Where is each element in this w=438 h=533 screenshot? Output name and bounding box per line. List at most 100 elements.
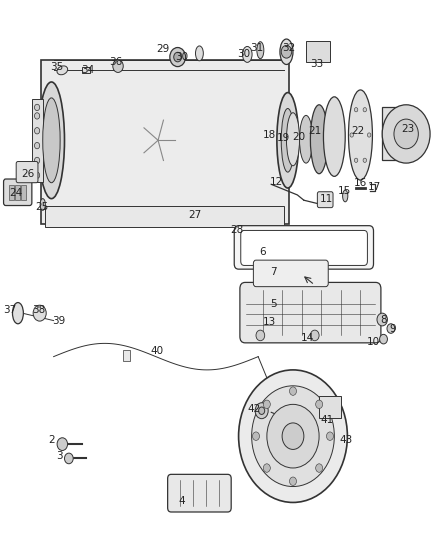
- Ellipse shape: [39, 82, 64, 199]
- Bar: [382, 108, 408, 160]
- Text: 15: 15: [338, 185, 351, 196]
- Text: 26: 26: [22, 169, 35, 179]
- Circle shape: [33, 305, 46, 321]
- Text: 23: 23: [402, 124, 415, 134]
- Bar: [45, 206, 284, 227]
- Bar: [15, 185, 20, 200]
- Circle shape: [252, 386, 334, 487]
- Text: 12: 12: [270, 176, 283, 187]
- Bar: [21, 185, 26, 200]
- Circle shape: [263, 400, 270, 408]
- Circle shape: [35, 142, 40, 149]
- Text: 10: 10: [367, 337, 380, 347]
- Ellipse shape: [257, 42, 264, 59]
- Text: 29: 29: [156, 44, 169, 54]
- Text: 20: 20: [292, 132, 305, 142]
- Text: 37: 37: [4, 305, 17, 315]
- Circle shape: [394, 119, 418, 149]
- Circle shape: [35, 172, 40, 179]
- Circle shape: [367, 133, 371, 137]
- Circle shape: [263, 464, 270, 472]
- Ellipse shape: [311, 105, 328, 174]
- Circle shape: [382, 105, 430, 163]
- Ellipse shape: [13, 303, 23, 324]
- Text: 13: 13: [263, 317, 276, 327]
- Circle shape: [170, 47, 185, 67]
- Ellipse shape: [57, 66, 67, 75]
- Bar: [306, 41, 330, 62]
- FancyBboxPatch shape: [240, 282, 381, 343]
- Text: 9: 9: [390, 324, 396, 334]
- Bar: [41, 60, 289, 224]
- Ellipse shape: [300, 115, 313, 163]
- Ellipse shape: [286, 113, 300, 166]
- FancyBboxPatch shape: [253, 260, 328, 287]
- Circle shape: [316, 400, 323, 408]
- Ellipse shape: [195, 46, 203, 61]
- Bar: [9, 185, 14, 200]
- FancyBboxPatch shape: [4, 179, 32, 206]
- Circle shape: [363, 158, 367, 163]
- Circle shape: [35, 157, 40, 164]
- Circle shape: [253, 432, 259, 440]
- Circle shape: [258, 407, 265, 415]
- Text: 22: 22: [352, 126, 365, 136]
- Text: 14: 14: [301, 333, 314, 343]
- Text: 35: 35: [50, 62, 64, 71]
- Circle shape: [174, 52, 182, 62]
- Circle shape: [354, 108, 358, 112]
- Text: 43: 43: [340, 435, 353, 446]
- Bar: [32, 100, 43, 182]
- Ellipse shape: [323, 97, 345, 176]
- Text: 39: 39: [53, 316, 66, 326]
- Circle shape: [256, 330, 265, 341]
- Ellipse shape: [43, 98, 60, 183]
- Bar: [82, 67, 90, 73]
- Circle shape: [387, 324, 395, 333]
- Circle shape: [354, 158, 358, 163]
- Circle shape: [377, 313, 388, 326]
- Text: 41: 41: [320, 415, 334, 425]
- Text: 42: 42: [247, 403, 261, 414]
- FancyBboxPatch shape: [168, 474, 231, 512]
- Text: 25: 25: [35, 202, 48, 212]
- Text: 30: 30: [176, 52, 189, 62]
- Ellipse shape: [349, 90, 372, 180]
- Circle shape: [350, 133, 353, 137]
- Text: 7: 7: [270, 267, 277, 277]
- Text: 31: 31: [250, 43, 264, 53]
- Circle shape: [35, 104, 40, 111]
- Ellipse shape: [277, 93, 299, 188]
- Text: 32: 32: [282, 43, 295, 53]
- Ellipse shape: [280, 39, 293, 64]
- Ellipse shape: [243, 46, 252, 62]
- Text: 21: 21: [308, 126, 321, 136]
- Circle shape: [57, 438, 67, 450]
- Text: 28: 28: [230, 225, 243, 236]
- Ellipse shape: [281, 109, 294, 172]
- Text: 2: 2: [48, 435, 55, 446]
- FancyBboxPatch shape: [241, 230, 367, 265]
- Text: 18: 18: [262, 130, 276, 140]
- Circle shape: [64, 453, 73, 464]
- Bar: [319, 397, 341, 418]
- Circle shape: [35, 127, 40, 134]
- Circle shape: [267, 405, 319, 468]
- Text: 8: 8: [380, 314, 386, 325]
- Text: 4: 4: [179, 496, 185, 506]
- Circle shape: [316, 464, 323, 472]
- Text: 30: 30: [237, 50, 250, 59]
- Bar: [123, 350, 130, 361]
- Text: 34: 34: [81, 66, 94, 75]
- Text: 38: 38: [32, 305, 45, 315]
- Text: 17: 17: [368, 182, 381, 192]
- Text: 40: 40: [151, 346, 164, 357]
- Circle shape: [281, 45, 292, 58]
- FancyBboxPatch shape: [234, 225, 374, 269]
- Text: 6: 6: [259, 247, 266, 257]
- Ellipse shape: [343, 190, 348, 202]
- Circle shape: [113, 60, 123, 72]
- FancyBboxPatch shape: [318, 192, 333, 208]
- FancyBboxPatch shape: [16, 161, 38, 183]
- Circle shape: [290, 477, 297, 486]
